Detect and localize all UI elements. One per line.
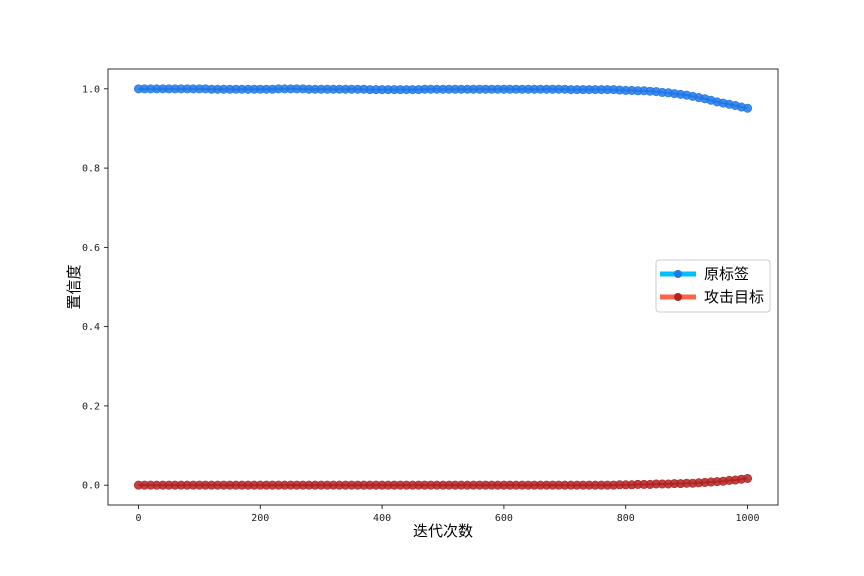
data-point [743, 473, 753, 483]
legend-entry-attack-target: 攻击目标 [660, 288, 764, 306]
y-tick-label: 0.6 [82, 243, 100, 254]
x-tick-label: 600 [495, 513, 513, 524]
data-point [743, 103, 753, 113]
y-tick-label: 0.4 [82, 322, 100, 333]
x-tick-label: 200 [251, 513, 269, 524]
legend-swatch-marker [674, 270, 682, 278]
x-tick-label: 400 [373, 513, 391, 524]
y-tick-label: 0.0 [82, 481, 100, 492]
x-tick-label: 1000 [735, 513, 759, 524]
y-tick-label: 1.0 [82, 84, 100, 95]
x-axis-title: 迭代次数 [413, 522, 473, 540]
plot-frame [107, 68, 779, 506]
x-axis: 0 200 400 600 800 1000 [135, 505, 760, 524]
legend-label: 攻击目标 [704, 288, 764, 306]
y-axis-title: 置信度 [65, 264, 83, 309]
legend-label: 原标签 [704, 265, 749, 283]
legend: 原标签 攻击目标 [655, 259, 771, 313]
legend-swatch-marker [674, 293, 682, 301]
y-tick-label: 0.2 [82, 401, 100, 412]
series-1 [133, 473, 753, 490]
x-tick-label: 800 [617, 513, 635, 524]
series-layer [133, 84, 753, 490]
legend-entry-original-label: 原标签 [660, 265, 749, 283]
x-tick-label: 0 [135, 513, 141, 524]
y-axis: 0.0 0.2 0.4 0.6 0.8 1.0 [82, 84, 108, 492]
y-tick-label: 0.8 [82, 164, 100, 175]
series-0 [133, 84, 753, 113]
